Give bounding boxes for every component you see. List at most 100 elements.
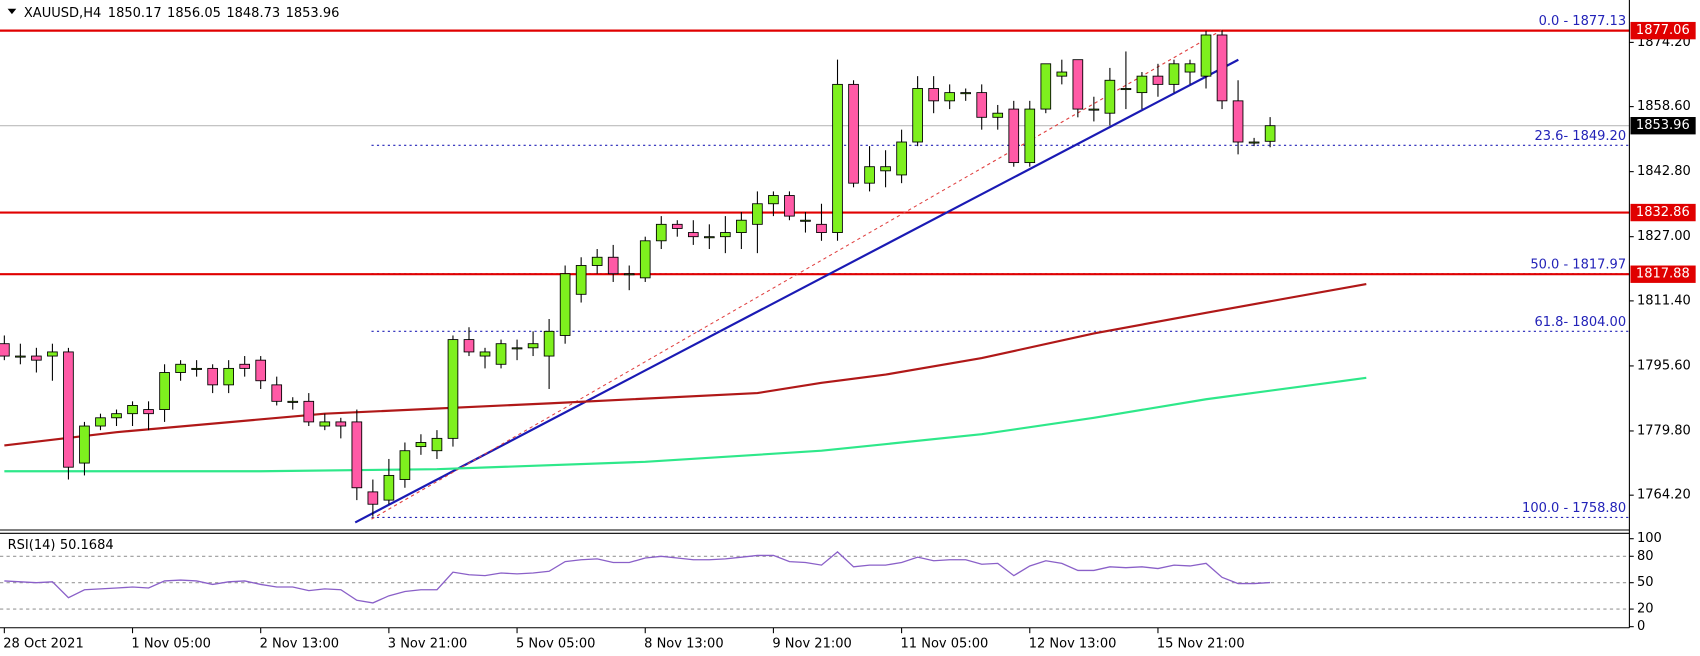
moving-average [4, 282, 1367, 447]
x-tick-label: 9 Nov 21:00 [772, 637, 851, 652]
rsi-tick-label: 100 [1637, 531, 1662, 546]
candle-body [1232, 100, 1244, 143]
candle-body [1184, 63, 1196, 73]
candle-body [287, 400, 299, 403]
candle-body [912, 88, 923, 143]
menu-arrow[interactable] [7, 8, 17, 15]
candle-body [607, 256, 619, 275]
candle-body [79, 425, 90, 464]
candle-body [752, 203, 763, 225]
symbol: XAUUSD,H4 [24, 6, 101, 21]
candle-body [159, 372, 170, 410]
candle-body [1136, 75, 1148, 94]
candle-body [543, 330, 555, 357]
candle-body [95, 417, 106, 427]
level-label: 1817.88 [1636, 267, 1690, 282]
candle-body [687, 232, 699, 238]
candle-body [511, 347, 523, 350]
candle-body [479, 351, 491, 357]
candle-body [1088, 108, 1100, 111]
level-box [1630, 203, 1696, 222]
candle-body [399, 450, 411, 480]
fib-label: 0.0 - 1877.13 [1539, 14, 1627, 29]
candle-body [15, 355, 26, 358]
candle-body [191, 367, 202, 370]
candle-body [1168, 63, 1180, 85]
candle-body [848, 83, 859, 184]
candle-body [319, 421, 331, 427]
x-tick-label: 12 Nov 13:00 [1029, 637, 1117, 652]
candle-body [0, 343, 10, 357]
candle-body [1056, 71, 1068, 77]
candle-body [896, 141, 907, 176]
rsi-tick-label: 0 [1637, 619, 1645, 634]
candle-body [976, 92, 988, 118]
x-tick-label: 2 Nov 13:00 [260, 637, 339, 652]
candle-body [63, 351, 74, 468]
candle-body [463, 339, 475, 353]
candle-body [351, 421, 363, 489]
candle-body [1248, 141, 1260, 144]
y-tick-label: 1795.60 [1637, 358, 1691, 373]
y-tick-label: 1827.00 [1637, 229, 1691, 244]
candle-body [111, 413, 122, 419]
rsi-header: RSI(14) 50.1684 [8, 538, 114, 553]
candle-body [928, 88, 939, 102]
fib-label: 23.6- 1849.20 [1534, 129, 1626, 144]
candle-body [1216, 34, 1228, 102]
candle-body [639, 240, 651, 279]
candle-body [1152, 75, 1164, 85]
candle-body [704, 236, 715, 239]
candle-body [800, 219, 811, 222]
rsi-tick-label: 80 [1637, 549, 1654, 564]
candle-body [655, 223, 667, 242]
candle-body [816, 223, 827, 233]
rsi-tick-label: 50 [1637, 575, 1654, 590]
candle-body [720, 232, 731, 238]
plot-layer [0, 30, 1367, 517]
candle-body [47, 351, 58, 357]
candle-body [335, 421, 347, 427]
candle-body [1024, 108, 1036, 164]
candle-body [1072, 59, 1084, 110]
moving-average [4, 376, 1367, 473]
y-tick-label: 1764.20 [1637, 488, 1691, 503]
candle-body [832, 83, 843, 233]
candle-body [175, 363, 186, 373]
candle-body [367, 491, 379, 505]
high-value: 1856.05 [167, 6, 221, 21]
x-tick-label: 8 Nov 13:00 [644, 637, 723, 652]
y-tick-label: 1811.40 [1637, 293, 1691, 308]
candle-body [864, 166, 875, 184]
candle-body [447, 339, 459, 439]
rsi-value: 50.1684 [60, 538, 114, 553]
x-tick-label: 28 Oct 2021 [3, 637, 83, 652]
candle-body [383, 474, 395, 501]
fib-diagonal [371, 28, 1224, 520]
candle-body [736, 219, 747, 233]
y-tick-label: 1779.80 [1637, 423, 1691, 438]
x-tick-label: 1 Nov 05:00 [131, 637, 210, 652]
low-value: 1848.73 [226, 6, 280, 21]
level-box [1630, 21, 1696, 40]
y-tick-label: 1858.60 [1637, 99, 1691, 114]
fib-label: 50.0 - 1817.97 [1530, 258, 1626, 273]
close-value: 1853.96 [286, 6, 340, 21]
candle-body [623, 273, 635, 276]
grid-layer [0, 29, 1630, 518]
candle-body [671, 223, 683, 229]
candle-body [1264, 125, 1276, 142]
candle-body [784, 195, 795, 217]
candle-body [255, 359, 267, 382]
level-label: 1877.06 [1636, 23, 1690, 38]
rsi-label: RSI(14) [8, 538, 56, 553]
rsi-line [4, 550, 1271, 604]
candle-body [575, 265, 587, 295]
candle-body [944, 92, 955, 102]
open-value: 1850.17 [108, 6, 162, 21]
candle-body [1008, 108, 1020, 164]
candle-body [1104, 79, 1116, 114]
candle-body [207, 367, 218, 386]
x-tick-label: 15 Nov 21:00 [1157, 637, 1245, 652]
